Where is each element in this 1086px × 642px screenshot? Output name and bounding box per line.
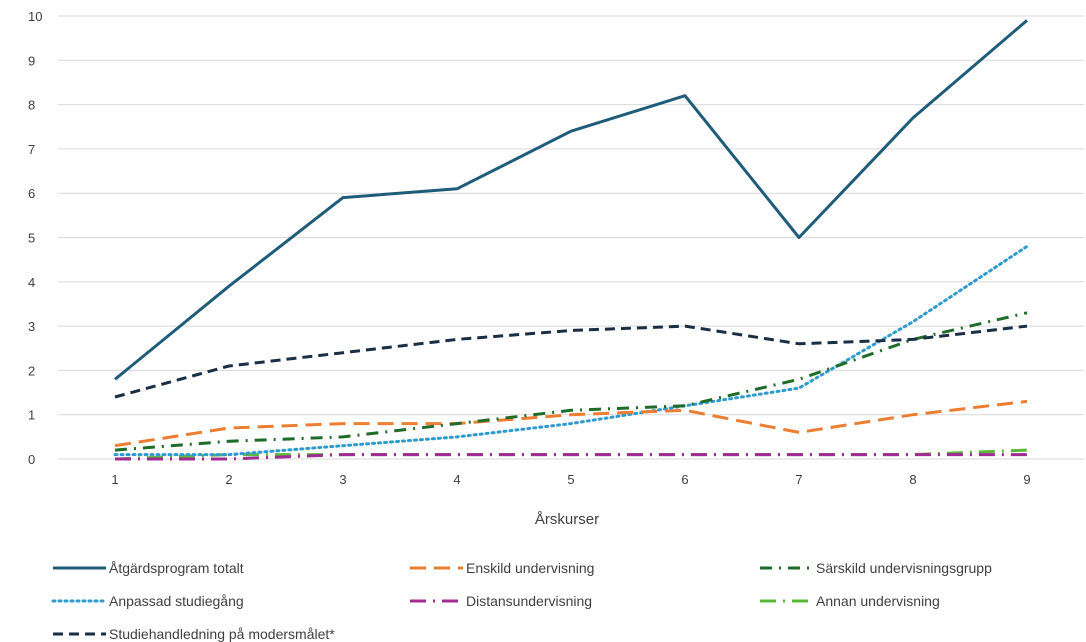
legend: Åtgärdsprogram totalt Enskild undervisnin… bbox=[51, 560, 992, 642]
y-tick-label: 1 bbox=[28, 408, 35, 423]
x-tick-label: 1 bbox=[111, 472, 118, 487]
y-tick-label: 8 bbox=[28, 98, 35, 113]
series-line-2 bbox=[114, 399, 1028, 448]
legend-label: Enskild undervisning bbox=[466, 560, 594, 576]
y-tick-label: 0 bbox=[28, 452, 35, 467]
y-axis-ticks: 0 1 2 3 4 5 6 7 8 9 10 bbox=[28, 9, 42, 467]
series-line-1 bbox=[114, 19, 1028, 381]
x-axis-ticks: 1 2 3 4 5 6 7 8 9 bbox=[111, 472, 1030, 487]
x-tick-label: 9 bbox=[1023, 472, 1030, 487]
series-line-7 bbox=[114, 324, 1028, 399]
y-tick-label: 9 bbox=[28, 53, 35, 68]
x-tick-label: 5 bbox=[567, 472, 574, 487]
legend-label: Anpassad studiegång bbox=[109, 593, 244, 609]
series-line-5 bbox=[115, 453, 1027, 461]
y-tick-label: 3 bbox=[28, 319, 35, 334]
y-tick-label: 10 bbox=[28, 9, 42, 24]
legend-label: Distansundervisning bbox=[466, 593, 592, 609]
x-tick-label: 6 bbox=[681, 472, 688, 487]
legend-label: Åtgärdsprogram totalt bbox=[109, 560, 244, 576]
x-tick-label: 2 bbox=[225, 472, 232, 487]
series-line-3 bbox=[114, 311, 1028, 452]
y-tick-label: 6 bbox=[28, 186, 35, 201]
x-tick-label: 4 bbox=[453, 472, 460, 487]
y-tick-label: 2 bbox=[28, 363, 35, 378]
y-tick-label: 4 bbox=[28, 275, 35, 290]
x-tick-label: 3 bbox=[339, 472, 346, 487]
x-tick-label: 7 bbox=[795, 472, 802, 487]
series-line-4 bbox=[113, 244, 1029, 457]
series-lines bbox=[113, 19, 1029, 461]
legend-label: Annan undervisning bbox=[816, 593, 940, 609]
legend-label: Studiehandledning på modersmålet* bbox=[109, 626, 335, 642]
legend-label: Särskild undervisningsgrupp bbox=[816, 560, 992, 576]
x-axis-label: Årskurser bbox=[535, 511, 599, 528]
x-tick-label: 8 bbox=[909, 472, 916, 487]
y-tick-label: 5 bbox=[28, 231, 35, 246]
gridlines bbox=[58, 15, 1084, 460]
y-tick-label: 7 bbox=[28, 142, 35, 157]
